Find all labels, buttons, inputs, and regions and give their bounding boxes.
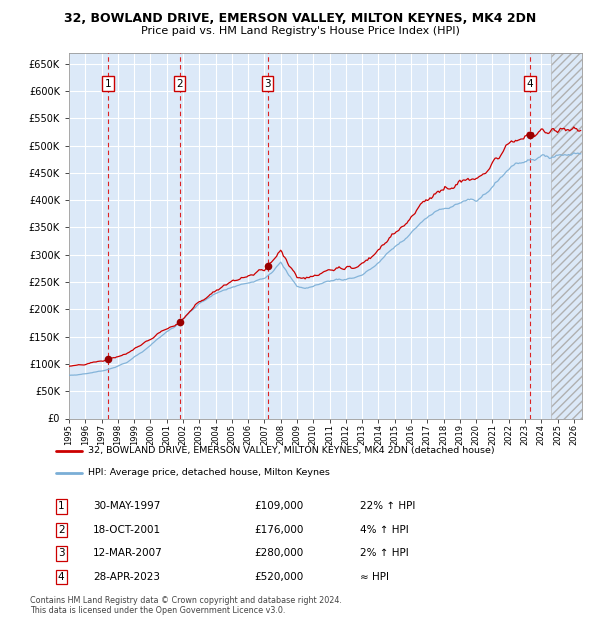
- Text: 32, BOWLAND DRIVE, EMERSON VALLEY, MILTON KEYNES, MK4 2DN (detached house): 32, BOWLAND DRIVE, EMERSON VALLEY, MILTO…: [88, 446, 494, 456]
- Text: 2% ↑ HPI: 2% ↑ HPI: [359, 549, 408, 559]
- Text: £109,000: £109,000: [254, 501, 303, 512]
- Text: HPI: Average price, detached house, Milton Keynes: HPI: Average price, detached house, Milt…: [88, 468, 329, 477]
- Text: 30-MAY-1997: 30-MAY-1997: [93, 501, 160, 512]
- Bar: [551, 53, 582, 419]
- Text: 4% ↑ HPI: 4% ↑ HPI: [359, 525, 408, 535]
- Text: ≈ HPI: ≈ HPI: [359, 572, 389, 582]
- Text: £520,000: £520,000: [254, 572, 303, 582]
- Text: 1: 1: [105, 79, 112, 89]
- Text: 4: 4: [527, 79, 533, 89]
- Text: £176,000: £176,000: [254, 525, 303, 535]
- Text: 18-OCT-2001: 18-OCT-2001: [93, 525, 161, 535]
- Text: 32, BOWLAND DRIVE, EMERSON VALLEY, MILTON KEYNES, MK4 2DN: 32, BOWLAND DRIVE, EMERSON VALLEY, MILTO…: [64, 12, 536, 25]
- Text: £280,000: £280,000: [254, 549, 303, 559]
- Text: Contains HM Land Registry data © Crown copyright and database right 2024.: Contains HM Land Registry data © Crown c…: [30, 596, 342, 606]
- Text: 3: 3: [264, 79, 271, 89]
- Text: 1: 1: [58, 501, 65, 512]
- Text: 28-APR-2023: 28-APR-2023: [93, 572, 160, 582]
- Text: 2: 2: [58, 525, 65, 535]
- Text: 4: 4: [58, 572, 65, 582]
- Text: 2: 2: [176, 79, 183, 89]
- Text: 12-MAR-2007: 12-MAR-2007: [93, 549, 163, 559]
- Text: This data is licensed under the Open Government Licence v3.0.: This data is licensed under the Open Gov…: [30, 606, 286, 616]
- Text: 22% ↑ HPI: 22% ↑ HPI: [359, 501, 415, 512]
- Text: 3: 3: [58, 549, 65, 559]
- Text: Price paid vs. HM Land Registry's House Price Index (HPI): Price paid vs. HM Land Registry's House …: [140, 26, 460, 36]
